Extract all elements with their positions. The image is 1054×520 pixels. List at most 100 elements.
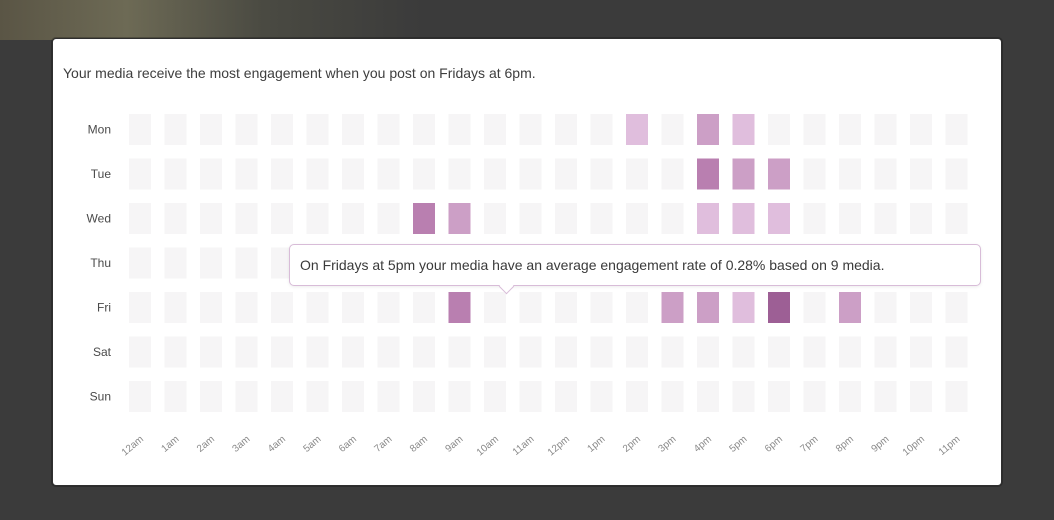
heatmap-cell-sun-1pm — [590, 381, 613, 412]
heatmap-cell-tue-3am — [235, 158, 258, 190]
hour-label-4pm: 4pm — [692, 434, 714, 455]
heatmap-cell-fri-11pm — [945, 292, 968, 323]
day-label-mon: Mon — [88, 123, 111, 137]
heatmap-cell-sun-5pm — [732, 381, 755, 412]
heatmap-cell-sat-9pm — [874, 336, 897, 368]
heatmap-cell-fri-2pm — [626, 292, 648, 323]
heatmap-cell-wed-8am[interactable] — [413, 203, 435, 234]
heatmap-cell-fri-3pm[interactable] — [661, 292, 684, 323]
heatmap-cell-wed-5am — [306, 203, 329, 234]
heatmap-cell-fri-10pm — [910, 292, 932, 323]
heatmap-cell-tue-2am — [200, 158, 222, 190]
heatmap-cell-mon-7am — [377, 114, 400, 145]
heatmap-cell-mon-11pm — [945, 114, 968, 145]
heatmap-cell-mon-3pm — [661, 114, 684, 145]
heatmap-cell-fri-7am — [377, 292, 400, 323]
heatmap-cell-mon-4am — [271, 114, 293, 145]
heatmap-cell-sat-4am — [271, 336, 293, 368]
heatmap-cell-fri-5am — [306, 292, 329, 323]
heatmap-cell-tue-5pm[interactable] — [732, 158, 755, 190]
heatmap-cell-fri-6am — [342, 292, 364, 323]
heatmap-cell-fri-8am — [413, 292, 435, 323]
heatmap-cell-tue-12am — [129, 158, 151, 190]
hour-label-7pm: 7pm — [798, 434, 820, 455]
hour-label-12am: 12am — [120, 434, 146, 459]
heatmap-cell-wed-6pm[interactable] — [768, 203, 790, 234]
heatmap-cell-fri-1am — [164, 292, 187, 323]
background-photo-strip — [0, 0, 1054, 40]
heatmap-cell-fri-9am[interactable] — [448, 292, 471, 323]
heatmap-cell-wed-7pm — [803, 203, 826, 234]
heatmap-cell-mon-8am — [413, 114, 435, 145]
heatmap-cell-tue-11am — [519, 158, 542, 190]
heatmap-cell-mon-12am — [129, 114, 151, 145]
hour-label-1pm: 1pm — [585, 434, 607, 455]
heatmap-cell-wed-8pm — [839, 203, 861, 234]
hour-label-3am: 3am — [230, 434, 252, 455]
hour-label-2am: 2am — [195, 434, 217, 455]
heatmap-cell-wed-7am — [377, 203, 400, 234]
engagement-tooltip: On Fridays at 5pm your media have an ave… — [289, 244, 981, 286]
heatmap-cell-fri-4pm[interactable] — [697, 292, 719, 323]
heatmap-cell-wed-12am — [129, 203, 151, 234]
heatmap-cell-sat-4pm — [697, 336, 719, 368]
heatmap-cell-sun-6pm — [768, 381, 790, 412]
heatmap-cell-fri-3am — [235, 292, 258, 323]
heatmap-cell-wed-5pm[interactable] — [732, 203, 755, 234]
heatmap-cell-sat-12pm — [555, 336, 577, 368]
heatmap-cell-tue-10pm — [910, 158, 932, 190]
heatmap-cell-mon-5pm[interactable] — [732, 114, 755, 145]
heatmap-cell-sun-4am — [271, 381, 293, 412]
heatmap-cell-fri-8pm[interactable] — [839, 292, 861, 323]
heatmap-cell-mon-12pm — [555, 114, 577, 145]
heatmap-cell-tue-5am — [306, 158, 329, 190]
heatmap-cell-sun-8am — [413, 381, 435, 412]
day-label-tue: Tue — [91, 167, 112, 181]
hour-label-1am: 1am — [159, 434, 181, 455]
heatmap-cell-thu-4am — [271, 247, 293, 279]
heatmap-cell-tue-3pm — [661, 158, 684, 190]
hour-label-6pm: 6pm — [763, 434, 785, 455]
heatmap-cell-tue-9pm — [874, 158, 897, 190]
heatmap-cell-sun-3am — [235, 381, 258, 412]
tooltip-text: On Fridays at 5pm your media have an ave… — [300, 257, 885, 273]
heatmap-cell-sat-11am — [519, 336, 542, 368]
heatmap-cell-thu-2am — [200, 247, 222, 279]
heatmap-cell-wed-4pm[interactable] — [697, 203, 719, 234]
heatmap-cell-tue-6pm[interactable] — [768, 158, 790, 190]
engagement-headline: Your media receive the most engagement w… — [63, 65, 536, 81]
heatmap-cell-tue-6am — [342, 158, 364, 190]
heatmap-cell-thu-12am — [129, 247, 151, 279]
heatmap-cell-tue-1pm — [590, 158, 613, 190]
heatmap-cell-wed-9am[interactable] — [448, 203, 471, 234]
heatmap-cell-fri-6pm[interactable] — [768, 292, 790, 323]
heatmap-cell-sun-7am — [377, 381, 400, 412]
heatmap-cell-mon-10pm — [910, 114, 932, 145]
heatmap-cell-sat-3am — [235, 336, 258, 368]
heatmap-cell-tue-4pm[interactable] — [697, 158, 719, 190]
heatmap-cell-wed-3pm — [661, 203, 684, 234]
heatmap-cell-sat-2pm — [626, 336, 648, 368]
hour-label-11am: 11am — [511, 434, 537, 458]
heatmap-cell-mon-8pm — [839, 114, 861, 145]
heatmap-cell-mon-4pm[interactable] — [697, 114, 719, 145]
heatmap-cell-sat-3pm — [661, 336, 684, 368]
hour-label-8am: 8am — [408, 434, 430, 455]
heatmap-cell-mon-3am — [235, 114, 258, 145]
hour-label-6am: 6am — [337, 434, 359, 455]
background-overlay — [0, 488, 1054, 520]
hour-label-7am: 7am — [372, 434, 394, 455]
heatmap-cell-mon-1am — [164, 114, 187, 145]
heatmap-cell-tue-7pm — [803, 158, 826, 190]
heatmap-cell-tue-11pm — [945, 158, 968, 190]
heatmap-cell-mon-7pm — [803, 114, 826, 145]
heatmap-cell-mon-9pm — [874, 114, 897, 145]
hour-label-11pm: 11pm — [937, 434, 963, 458]
day-label-wed: Wed — [87, 212, 111, 226]
hour-label-5pm: 5pm — [727, 434, 749, 455]
heatmap-cell-fri-5pm[interactable] — [732, 292, 755, 323]
heatmap-cell-sat-2am — [200, 336, 222, 368]
day-label-sat: Sat — [93, 345, 112, 359]
heatmap-cell-mon-2pm[interactable] — [626, 114, 648, 145]
heatmap-cell-tue-8am — [413, 158, 435, 190]
